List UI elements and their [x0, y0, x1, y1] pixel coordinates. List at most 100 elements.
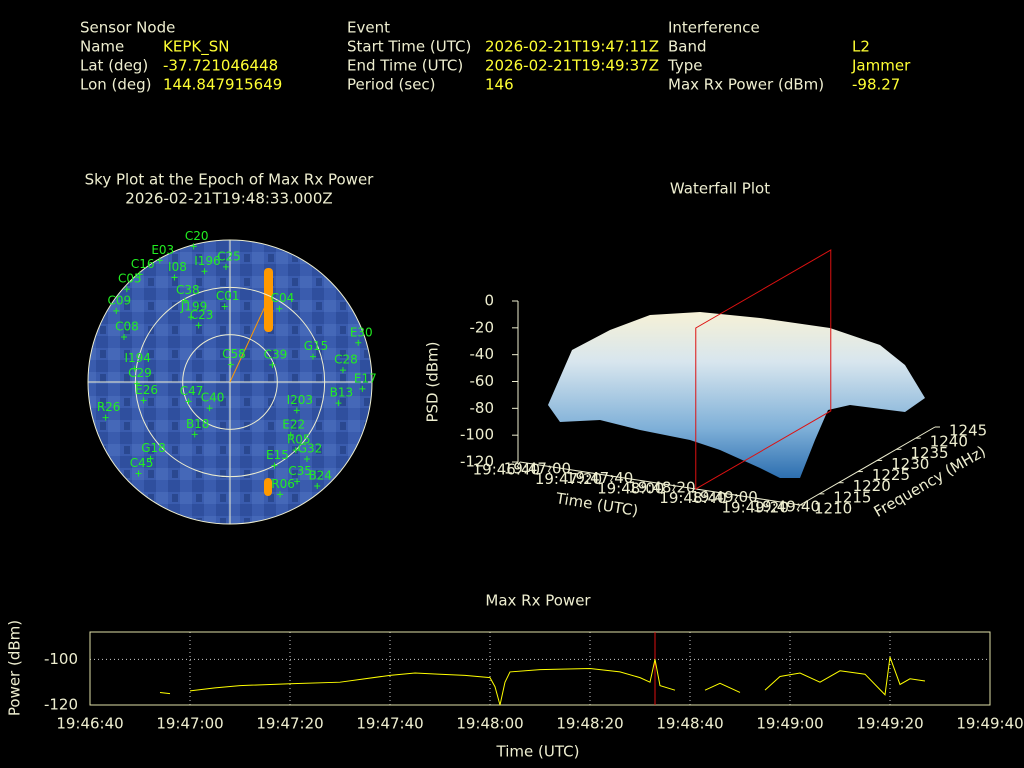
elevation-ring [134, 286, 326, 478]
satellite-marker [227, 361, 234, 368]
x-tick-label: 19:49:20 [856, 715, 923, 733]
satellite-marker [277, 491, 284, 498]
field-value: L2 [852, 38, 870, 56]
satellite-marker [201, 268, 208, 275]
satellite-marker [120, 333, 127, 340]
satellite-label: J199 [180, 300, 207, 314]
satellite-marker [171, 274, 178, 281]
x-axis-label: Time (UTC) [496, 743, 580, 761]
satellite-marker [135, 470, 142, 477]
y-tick-label: 1220 [853, 477, 891, 495]
x-tick [672, 485, 676, 492]
plot-frame [89, 631, 991, 706]
satellite-label: G15 [304, 339, 329, 353]
satellite-label: E17 [354, 371, 377, 385]
chart-title: Waterfall Plot [670, 180, 770, 198]
satellite-marker [335, 400, 342, 407]
field-value: 2026-02-21T19:49:37Z [485, 57, 659, 75]
x-tick-label: 19:48:40 [659, 489, 726, 507]
z-tick-label: -40 [470, 345, 495, 363]
section-title: Sensor Node [80, 19, 175, 37]
y-tick-label: 1225 [872, 466, 910, 484]
x-tick-label: 19:48:00 [456, 715, 523, 733]
satellite-label: C39 [264, 347, 288, 361]
field-label: Lon (deg) [80, 76, 152, 94]
satellite-label: C40 [201, 391, 225, 405]
x-tick-label: 19:47:20 [535, 470, 602, 488]
field-label: Type [667, 57, 702, 75]
satellite-marker [221, 303, 228, 310]
field-label: Period (sec) [347, 76, 436, 94]
satellite-marker [294, 478, 301, 485]
satellite-marker [185, 398, 192, 405]
satellite-marker [309, 353, 316, 360]
power-line [159, 656, 926, 706]
satellite-marker [303, 455, 310, 462]
elevation-ring [182, 334, 278, 430]
x-tick [796, 504, 801, 511]
satellite-label: C47 [180, 384, 204, 398]
x-tick-label: 19:46:40 [56, 715, 123, 733]
satellite-marker [293, 407, 300, 414]
satellite-label: I194 [124, 351, 150, 365]
satellite-marker [292, 447, 299, 454]
jammer-bearing [229, 299, 269, 383]
satellite-label: C05 [118, 272, 142, 286]
y-tick-label: 1215 [833, 488, 871, 506]
satellite-marker [222, 263, 229, 270]
satellite-marker [314, 482, 321, 489]
x-tick [703, 490, 708, 496]
satellite-marker [123, 286, 130, 293]
satellite-marker [133, 380, 140, 387]
satellite-marker [102, 414, 109, 421]
y-tick-label: 1240 [930, 433, 968, 451]
x-tick-label: 19:49:00 [690, 488, 757, 506]
satellite-label: B13 [330, 386, 354, 400]
x-tick-label: 19:49:40 [753, 498, 820, 516]
y-axis-label: Power (dBm) [6, 620, 24, 716]
satellite-label: E15 [266, 448, 289, 462]
x-tick-label: 19:48:20 [556, 715, 623, 733]
sky-plot: Sky Plot at the Epoch of Max Rx Power202… [85, 171, 377, 525]
x-tick [765, 499, 770, 506]
x-tick-label: 19:49:40 [956, 715, 1023, 733]
satellite-marker [269, 361, 276, 368]
satellite-label: C04 [271, 291, 295, 305]
satellite-label: G32 [298, 441, 323, 455]
x-tick-label: 19:48:20 [628, 478, 695, 496]
x-tick-label: 19:46:40 [473, 461, 540, 479]
z-tick-label: -100 [460, 426, 494, 444]
x-tick-label: 19:49:20 [722, 499, 789, 517]
satellite-label: C01 [216, 289, 240, 303]
satellite-label: I08 [168, 260, 187, 274]
satellite-label: C45 [130, 456, 154, 470]
chart-title: Max Rx Power [485, 592, 591, 610]
satellite-marker [191, 431, 198, 438]
satellite-label: E26 [135, 383, 158, 397]
satellite-marker [140, 397, 147, 404]
field-label: Name [80, 38, 124, 56]
power-chart: Max Rx Power Power (dBm) Time (UTC) -100 -12… [6, 592, 1024, 761]
satellite-label: C23 [190, 308, 214, 322]
field-value: -98.27 [852, 76, 900, 94]
field-value: -37.721046448 [163, 57, 278, 75]
psd-surface [548, 312, 925, 478]
y-tick-label: -100 [44, 650, 78, 668]
satellite-marker [271, 462, 278, 469]
satellite-marker [359, 385, 366, 392]
satellite-label: C28 [334, 353, 358, 367]
field-label: Band [668, 38, 707, 56]
satellite-marker [136, 271, 143, 278]
satellite-marker [287, 431, 294, 438]
field-label: Lat (deg) [80, 57, 148, 75]
field-value: 144.847915649 [163, 76, 282, 94]
satellite-marker [190, 243, 197, 250]
x-tick-label: 19:47:40 [566, 469, 633, 487]
satellite-label: C25 [217, 249, 241, 263]
field-label: Start Time (UTC) [347, 38, 471, 56]
x-tick-label: 19:47:00 [156, 715, 223, 733]
field-value: 146 [485, 76, 514, 94]
elevation-ring [87, 239, 373, 525]
satellite-marker [156, 257, 163, 264]
